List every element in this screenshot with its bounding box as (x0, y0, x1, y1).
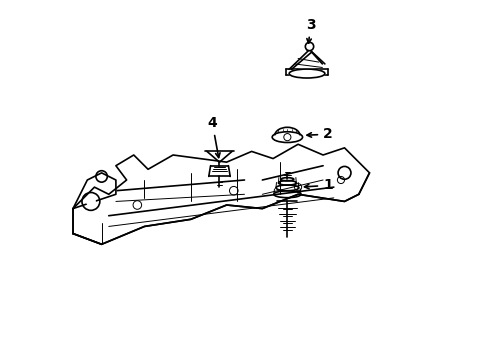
Text: 4: 4 (207, 116, 220, 158)
Text: 1: 1 (304, 178, 332, 192)
Text: 3: 3 (305, 18, 315, 43)
Polygon shape (73, 173, 116, 208)
Text: 2: 2 (306, 127, 332, 141)
Polygon shape (73, 144, 369, 244)
Circle shape (86, 197, 95, 206)
Ellipse shape (272, 132, 302, 143)
Ellipse shape (288, 69, 324, 78)
